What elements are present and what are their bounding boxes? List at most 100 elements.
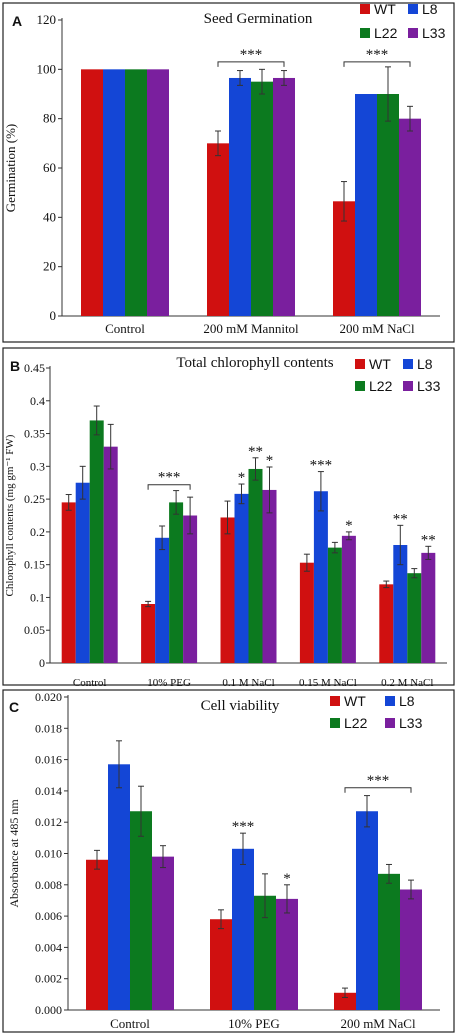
y-tick-label: 0.000	[35, 1003, 62, 1017]
panel-border	[2, 2, 455, 343]
y-tick-label: 0.25	[24, 492, 45, 506]
y-tick-label: 80	[43, 111, 56, 126]
bar-l22	[251, 81, 273, 317]
bar-l33	[341, 535, 356, 663]
significance-bracket	[217, 61, 285, 67]
bar-l8	[393, 545, 408, 663]
bar-wt	[333, 201, 355, 316]
y-tick-label: 0.004	[35, 940, 62, 954]
bar-l8	[313, 491, 328, 663]
bar-l22	[125, 69, 147, 316]
x-category-label: Control	[110, 1016, 150, 1031]
legend-label-l33: L33	[399, 715, 423, 731]
significance-bracket	[147, 484, 191, 490]
y-tick-label: 0.35	[24, 427, 45, 441]
x-category-label: 200 mM Mannitol	[203, 321, 299, 336]
bar-l33	[103, 446, 118, 663]
bar-l22	[169, 502, 184, 663]
legend-swatch-wt	[330, 696, 340, 706]
x-category-label: 0.1 M NaCl	[222, 677, 274, 689]
x-category-label: 0.15 M NaCl	[299, 677, 357, 689]
significance-marker: **	[421, 532, 436, 548]
y-tick-label: 0	[50, 308, 57, 323]
panel-letter: B	[10, 358, 20, 374]
bar-l33	[147, 69, 169, 316]
bar-l8	[229, 77, 251, 316]
bar-wt	[299, 562, 314, 663]
significance-marker: *	[266, 453, 274, 469]
panel-letter: A	[12, 13, 22, 29]
significance-marker: **	[248, 444, 263, 460]
bar-l22	[378, 873, 400, 1010]
x-category-label: 10% PEG	[228, 1016, 280, 1031]
significance-marker: ***	[232, 819, 255, 835]
bar-l22	[248, 468, 263, 663]
bar-l33	[421, 552, 436, 663]
y-tick-label: 0.1	[30, 590, 45, 604]
bar-l22	[89, 420, 104, 663]
significance-marker: ***	[367, 773, 390, 789]
legend-swatch-l33	[385, 718, 395, 728]
significance-marker: *	[345, 518, 353, 534]
y-tick-label: 0.010	[35, 847, 62, 861]
legend-label-l8: L8	[417, 356, 433, 372]
bar-l8	[75, 482, 90, 663]
significance-marker: ***	[310, 458, 333, 474]
legend-swatch-wt	[360, 4, 370, 14]
significance-bracket	[343, 61, 411, 67]
bar-l33	[400, 889, 422, 1010]
chart-panel-c: C Cell viability 0.000 0.002 0.004 0.006 0.008…	[2, 689, 455, 1033]
y-tick-label: 0.020	[35, 690, 62, 704]
x-category-label: 10% PEG	[147, 677, 191, 689]
y-tick-label: 0.012	[35, 815, 62, 829]
significance-marker: *	[283, 871, 291, 887]
bar-l22	[130, 811, 152, 1010]
y-tick-label: 0.016	[35, 753, 62, 767]
bar-l8	[355, 94, 377, 316]
legend-label-wt: WT	[369, 356, 391, 372]
y-tick-label: 0.4	[30, 394, 45, 408]
bar-l33	[262, 489, 277, 663]
y-axis-label: Germination (%)	[3, 124, 18, 212]
legend-label-l8: L8	[399, 693, 415, 709]
significance-bracket	[344, 787, 412, 793]
bar-l33	[152, 856, 174, 1010]
y-tick-label: 0.2	[30, 525, 45, 539]
y-tick-label: 0.002	[35, 972, 62, 986]
bar-l8	[356, 811, 378, 1010]
bar-wt	[207, 143, 229, 316]
legend-label-l33: L33	[417, 378, 441, 394]
bar-wt	[81, 69, 103, 316]
legend-swatch-l22	[360, 28, 370, 38]
y-tick-label: 0.45	[24, 361, 45, 375]
y-tick-label: 0.05	[24, 623, 45, 637]
significance-marker: *	[238, 470, 246, 486]
bar-l33	[276, 898, 298, 1010]
significance-marker: ***	[366, 47, 389, 63]
chart-title: Cell viability	[201, 698, 280, 714]
bar-l8	[108, 764, 130, 1010]
bar-l8	[232, 848, 254, 1010]
y-axis-label: Absorbance at 485 nm	[7, 799, 21, 908]
bar-wt	[61, 502, 76, 663]
bar-wt	[86, 859, 108, 1010]
y-tick-label: 0.014	[35, 784, 62, 798]
significance-marker: ***	[240, 47, 263, 63]
legend-swatch-l8	[408, 4, 418, 14]
legend-label-l22: L22	[374, 25, 398, 41]
y-tick-label: 0.018	[35, 721, 62, 735]
legend-label-l8: L8	[422, 1, 438, 17]
bar-l8	[234, 493, 249, 663]
chart-panel-a: A Seed Germination 0 20 40 60 80 100 120 Germinat…	[2, 1, 455, 343]
bar-l22	[254, 895, 276, 1010]
bar-l33	[273, 77, 295, 316]
legend-swatch-l33	[408, 28, 418, 38]
bar-l22	[327, 547, 342, 663]
chart-title: Total chlorophyll contents	[176, 355, 333, 371]
y-tick-label: 120	[37, 12, 57, 27]
panel-border	[2, 689, 455, 1033]
bar-wt	[220, 517, 235, 663]
legend-swatch-l33	[403, 381, 413, 391]
y-tick-label: 0.006	[35, 909, 62, 923]
